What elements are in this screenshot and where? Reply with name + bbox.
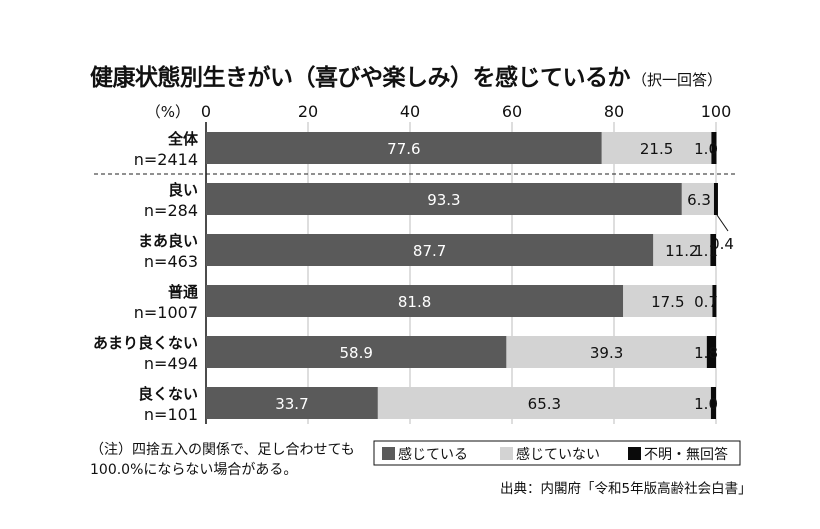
data-label: 77.6 bbox=[387, 140, 420, 158]
category-label: 良くない bbox=[138, 385, 198, 403]
data-label: 81.8 bbox=[398, 293, 431, 311]
bar-segment bbox=[206, 336, 507, 368]
data-label: 21.5 bbox=[640, 140, 673, 158]
bar-segment bbox=[711, 132, 717, 164]
category-label: まあ良い bbox=[138, 232, 198, 250]
legend-label: 感じている bbox=[398, 446, 468, 463]
category-n-label: n=2414 bbox=[134, 150, 198, 169]
x-tick-label: 60 bbox=[502, 102, 522, 121]
legend-swatch bbox=[500, 447, 513, 460]
bar-segment bbox=[653, 234, 711, 266]
x-tick-label: 0 bbox=[201, 102, 211, 121]
legend-label: 不明・無回答 bbox=[644, 446, 728, 463]
bar-segment bbox=[601, 132, 712, 164]
data-label: 58.9 bbox=[339, 344, 372, 362]
data-label: 0.4 bbox=[710, 235, 734, 253]
bar-segment bbox=[623, 285, 713, 317]
data-label: 0.7 bbox=[694, 293, 718, 311]
data-label: 17.5 bbox=[651, 293, 684, 311]
legend-swatch bbox=[628, 447, 641, 460]
category-label: あまり良くない bbox=[93, 334, 198, 352]
x-tick-label: 100 bbox=[701, 102, 732, 121]
chart-title-row: 健康状態別生きがい（喜びや楽しみ）を感じているか （択一回答） bbox=[90, 58, 722, 92]
bar-segment bbox=[206, 387, 378, 419]
category-n-label: n=1007 bbox=[134, 303, 198, 322]
data-label: 1.8 bbox=[694, 344, 718, 362]
data-label: 39.3 bbox=[590, 344, 623, 362]
bar-segment bbox=[206, 234, 654, 266]
data-label-leader bbox=[716, 214, 729, 232]
bar-segment bbox=[377, 387, 711, 419]
data-label: 93.3 bbox=[427, 191, 460, 209]
category-n-label: n=463 bbox=[144, 252, 198, 271]
data-label: 33.7 bbox=[275, 395, 308, 413]
data-label: 1.0 bbox=[694, 140, 718, 158]
bar-segment bbox=[681, 183, 714, 215]
category-label: 普通 bbox=[168, 283, 198, 301]
data-label: 65.3 bbox=[528, 395, 561, 413]
note-line-2: 100.0%にならない場合がある。 bbox=[90, 462, 298, 478]
category-label: 良い bbox=[168, 181, 198, 199]
x-tick-label: 20 bbox=[298, 102, 318, 121]
bar-segment bbox=[206, 183, 682, 215]
note-line-1: （注）四捨五入の関係で、足し合わせても bbox=[90, 442, 355, 458]
chart-note: （注）四捨五入の関係で、足し合わせても 100.0%にならない場合がある。 bbox=[90, 440, 355, 480]
x-tick-label: 40 bbox=[400, 102, 420, 121]
data-label: 1.0 bbox=[694, 395, 718, 413]
bar-segment bbox=[710, 387, 716, 419]
chart-subtitle: （択一回答） bbox=[632, 71, 723, 89]
data-label: 1.1 bbox=[694, 242, 718, 260]
chart-title: 健康状態別生きがい（喜びや楽しみ）を感じているか bbox=[90, 65, 631, 91]
category-n-label: n=284 bbox=[144, 201, 198, 220]
legend-box bbox=[373, 440, 741, 466]
bar-segment bbox=[713, 183, 718, 215]
data-label: 11.2 bbox=[665, 242, 698, 260]
category-n-label: n=101 bbox=[144, 405, 198, 424]
chart-source: 出典：内閣府「令和5年版高齢社会白書」 bbox=[500, 481, 752, 497]
bar-segment bbox=[206, 285, 624, 317]
data-label: 87.7 bbox=[413, 242, 446, 260]
bar-segment bbox=[206, 132, 602, 164]
bar-segment bbox=[712, 285, 717, 317]
category-label: 全体 bbox=[167, 130, 199, 148]
category-n-label: n=494 bbox=[144, 354, 198, 373]
legend-label: 感じていない bbox=[516, 446, 600, 463]
bar-segment bbox=[706, 336, 716, 368]
x-tick-label: 80 bbox=[604, 102, 624, 121]
x-axis-unit: （%） bbox=[146, 103, 190, 121]
data-label: 6.3 bbox=[687, 191, 711, 209]
bar-segment bbox=[506, 336, 707, 368]
bar-segment bbox=[710, 234, 716, 266]
legend-swatch bbox=[382, 447, 395, 460]
